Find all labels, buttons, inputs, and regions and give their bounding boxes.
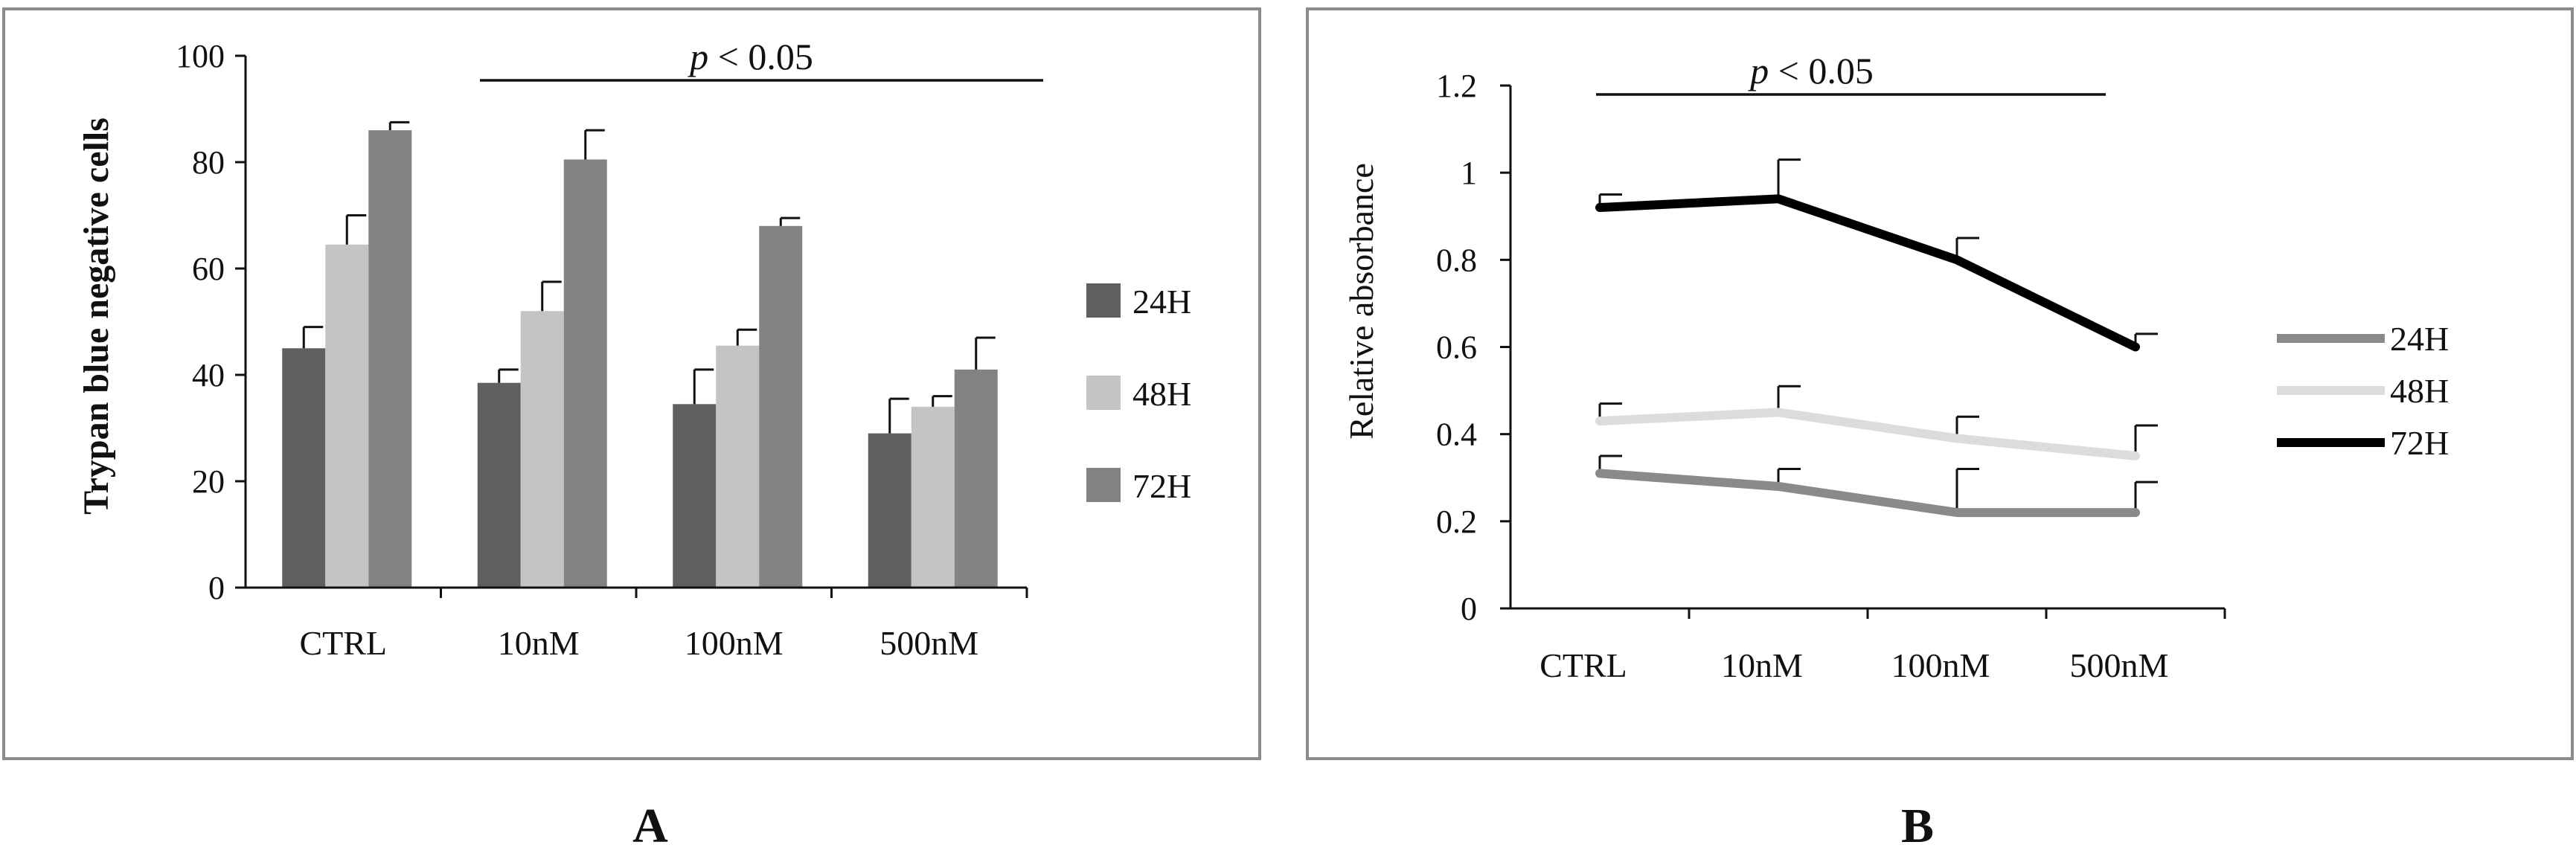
panel-b-y-tick-label: 1.2 — [1436, 68, 1477, 104]
panel-a-bar-48h-10nm — [520, 311, 564, 588]
panel-a-y-tick-label: 100 — [176, 38, 225, 74]
panel-b-x-category-label: CTRL — [1539, 646, 1627, 684]
panel-a-legend-swatch-48h — [1086, 376, 1121, 410]
panel-a-bar-48h-500nm — [911, 406, 955, 588]
panel-b-line-72h — [1595, 194, 2140, 352]
panel-b-legend: 24H 48H 72H — [2277, 320, 2449, 462]
panel-a-x-category-label: 100nM — [685, 624, 784, 662]
panel-a-legend-swatch-72h — [1086, 468, 1121, 502]
panel-a-legend-label-48h: 48H — [1132, 375, 1191, 413]
panel-b-significance-label: p < 0.05 — [1748, 50, 1874, 91]
panel-a-bar-24h-100nm — [673, 404, 717, 588]
panel-b-legend-label-24h: 24H — [2390, 320, 2449, 358]
panel-a-y-tick-label: 80 — [192, 144, 225, 181]
panel-b-x-category-label: 500nM — [2070, 646, 2169, 684]
panel-b-x-category-label: 10nM — [1721, 646, 1803, 684]
panel-b-y-tick-label: 0.4 — [1436, 417, 1477, 453]
panel-b-y-tick-label: 0 — [1461, 591, 1477, 627]
panel-a-significance-label: p < 0.05 — [688, 36, 813, 77]
panel-b-legend-label-48h: 48H — [2390, 372, 2449, 410]
panel-b: 0 0.2 0.4 0.6 0.8 1 1.2 CTRL 10nM 100nM 500nM Rel… — [1306, 7, 2574, 760]
panel-a-bar-48h-ctrl — [325, 244, 369, 588]
panel-a: 0 20 40 60 80 100 CTRL 10nM 100nM 500nM Trypan b… — [2, 7, 1261, 760]
panel-a-x-category-label: CTRL — [299, 624, 387, 662]
panel-a-y-tick-label: 40 — [192, 357, 225, 393]
panel-a-legend-label-24h: 24H — [1132, 283, 1191, 321]
panel-b-y-tick-label: 0.6 — [1436, 329, 1477, 366]
panel-b-line-24h — [1595, 469, 2140, 518]
panel-a-bar-72h-ctrl — [368, 130, 412, 588]
panel-a-y-tick-label: 20 — [192, 463, 225, 500]
panel-b-legend-label-72h: 72H — [2390, 424, 2449, 462]
panel-letter-b: B — [1901, 799, 1934, 853]
panel-a-bar-48h-100nm — [716, 345, 760, 588]
panel-a-bar-24h-ctrl — [282, 348, 326, 588]
panel-a-x-category-label: 10nM — [498, 624, 580, 662]
panel-a-legend: 24H 48H 72H — [1086, 283, 1191, 505]
panel-a-frame — [2, 7, 1261, 760]
panel-b-frame — [1306, 7, 2574, 760]
panel-b-y-tick-label: 0.2 — [1436, 504, 1477, 540]
panel-a-x-category-label: 500nM — [880, 624, 978, 662]
panel-a-bar-72h-10nm — [563, 159, 607, 588]
panel-b-y-axis-label: Relative absorbance — [1342, 163, 1380, 440]
panel-a-y-tick-label: 60 — [192, 251, 225, 287]
panel-a-bar-72h-100nm — [759, 225, 803, 588]
panel-a-legend-swatch-24h — [1086, 283, 1121, 318]
panel-a-bar-72h-500nm — [954, 369, 998, 588]
panel-a-bar-24h-10nm — [477, 382, 521, 588]
panel-b-x-category-label: 100nM — [1891, 646, 1990, 684]
panel-a-y-tick-label: 0 — [208, 570, 225, 606]
panel-b-y-tick-label: 1 — [1461, 155, 1477, 191]
panel-letter-a: A — [632, 799, 668, 853]
panel-b-y-tick-label: 0.8 — [1436, 242, 1477, 278]
panel-a-legend-label-72h: 72H — [1132, 467, 1191, 505]
panel-a-bar-24h-500nm — [868, 433, 911, 588]
panel-b-line-48h — [1595, 408, 2140, 460]
panel-a-y-axis-label: Trypan blue negative cells — [77, 118, 116, 515]
